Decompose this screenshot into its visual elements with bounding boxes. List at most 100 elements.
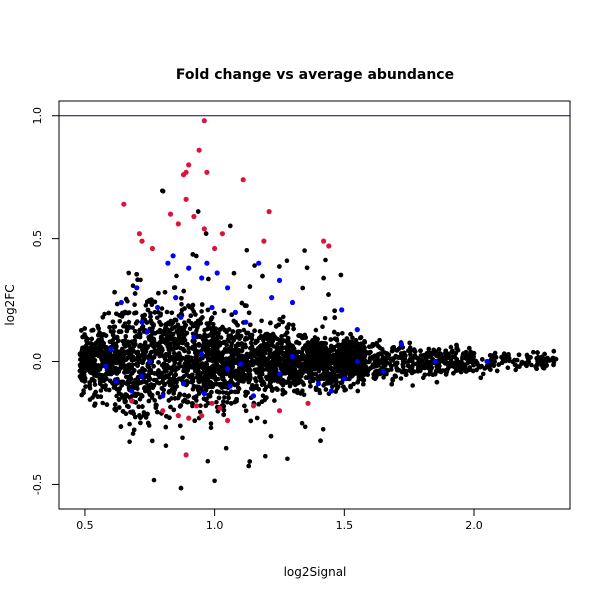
data-point <box>323 341 329 346</box>
data-point <box>103 333 109 338</box>
data-point <box>147 377 152 383</box>
data-point <box>341 384 346 390</box>
data-point <box>285 456 290 462</box>
data-point <box>124 374 129 380</box>
data-point <box>323 257 328 263</box>
data-point <box>385 355 390 361</box>
data-point <box>501 351 507 357</box>
data-point <box>254 415 260 421</box>
data-point <box>89 348 95 354</box>
data-point <box>336 374 342 379</box>
data-point <box>206 392 211 398</box>
data-point <box>221 399 226 404</box>
data-point <box>490 357 496 363</box>
data-point <box>229 401 234 406</box>
data-point <box>375 354 380 360</box>
data-point <box>242 303 248 308</box>
data-point <box>248 340 254 346</box>
data-point <box>137 331 143 337</box>
data-point <box>377 351 383 356</box>
data-point <box>224 362 230 367</box>
data-point <box>264 395 269 400</box>
data-point <box>528 355 533 360</box>
data-point <box>205 458 211 464</box>
data-point <box>133 321 139 326</box>
data-point <box>181 368 186 374</box>
data-point <box>92 369 97 375</box>
data-point <box>210 335 216 341</box>
data-point <box>205 326 210 332</box>
data-point <box>134 272 139 277</box>
data-point <box>171 407 177 413</box>
data-point <box>272 398 277 403</box>
data-point <box>320 365 325 370</box>
data-point <box>163 443 169 449</box>
data-point <box>305 361 311 367</box>
data-point <box>89 336 94 342</box>
data-point <box>152 310 158 315</box>
data-point <box>108 371 114 377</box>
data-point <box>407 357 412 363</box>
data-point <box>321 275 326 281</box>
data-point <box>132 302 137 308</box>
data-point <box>357 369 362 374</box>
plot-area <box>58 100 571 510</box>
data-point <box>158 313 163 318</box>
data-point <box>208 425 214 431</box>
data-point <box>221 308 227 314</box>
data-point <box>296 363 302 369</box>
data-point <box>177 404 183 409</box>
data-point <box>143 348 149 354</box>
data-point <box>496 362 502 367</box>
data-point <box>279 380 285 386</box>
data-point <box>141 368 146 374</box>
data-point <box>179 302 184 307</box>
data-point <box>279 334 284 339</box>
data-point <box>235 341 241 347</box>
data-point <box>328 337 334 342</box>
data-point <box>467 345 472 351</box>
data-point <box>125 350 131 356</box>
data-point <box>383 359 389 364</box>
data-point <box>443 351 448 356</box>
data-point <box>426 346 432 352</box>
data-point <box>104 402 110 407</box>
data-point <box>206 276 211 282</box>
data-point <box>122 370 127 375</box>
data-point <box>322 381 328 387</box>
data-point <box>160 188 165 194</box>
data-point <box>187 326 193 332</box>
data-point <box>302 248 307 253</box>
data-point <box>335 359 340 365</box>
data-point <box>162 290 168 295</box>
data-point <box>300 285 306 291</box>
data-point <box>256 401 261 407</box>
data-point <box>112 402 118 407</box>
data-point <box>491 363 497 368</box>
data-point <box>458 369 464 375</box>
data-point <box>153 377 159 383</box>
data-point <box>237 376 243 381</box>
data-point <box>448 344 454 350</box>
data-point <box>234 376 239 381</box>
data-point <box>355 388 361 394</box>
chart-title: Fold change vs average abundance <box>176 67 454 83</box>
data-point <box>308 384 313 389</box>
data-point <box>212 329 218 334</box>
data-point <box>247 376 253 382</box>
data-point <box>182 320 187 325</box>
data-point <box>424 359 429 365</box>
data-point <box>344 361 350 367</box>
data-point <box>272 378 277 383</box>
data-point <box>98 388 104 393</box>
data-point <box>225 400 230 405</box>
data-point <box>244 367 250 372</box>
data-point <box>421 353 426 358</box>
data-point <box>201 376 206 381</box>
data-point <box>259 318 264 324</box>
data-point <box>319 342 325 347</box>
data-point <box>119 383 124 388</box>
data-point <box>164 414 169 419</box>
data-point <box>248 322 253 328</box>
data-point <box>390 376 396 382</box>
